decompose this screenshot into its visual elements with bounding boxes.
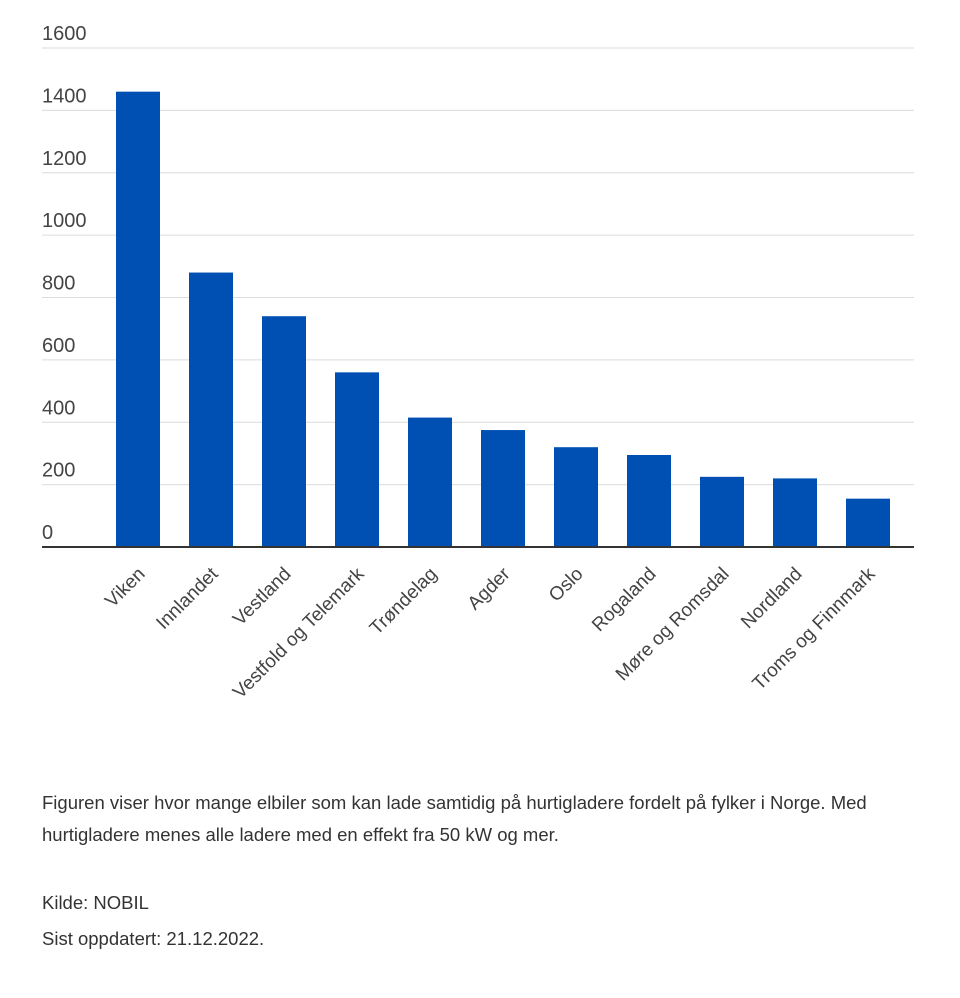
bar-innlandet xyxy=(189,272,233,547)
y-tick-label: 600 xyxy=(42,335,75,357)
bars xyxy=(116,91,890,547)
bar-rogaland xyxy=(627,454,671,547)
bar-troms-og-finnmark xyxy=(846,498,890,547)
chart-last-updated: Sist oppdatert: 21.12.2022. xyxy=(42,928,265,949)
bar-vestfold-og-telemark xyxy=(335,372,379,547)
x-category-label: Trøndelag xyxy=(366,564,442,640)
bar-agder xyxy=(481,430,525,547)
bar-viken xyxy=(116,91,160,547)
bar-oslo xyxy=(554,447,598,547)
x-category-label: Troms og Finnmark xyxy=(749,563,880,694)
y-tick-label: 200 xyxy=(42,460,75,482)
y-tick-label: 800 xyxy=(42,273,75,295)
y-tick-label: 1600 xyxy=(42,23,87,45)
y-tick-label: 400 xyxy=(42,397,75,419)
bar-nordland xyxy=(773,478,817,547)
bar-chart: 0 200 400 600 800 1000 1200 1400 1600 Viken Innla… xyxy=(42,23,914,703)
x-category-label: Innlandet xyxy=(152,563,223,634)
x-category-label: Rogaland xyxy=(588,564,660,636)
y-tick-label: 0 xyxy=(42,522,53,544)
x-category-label: Agder xyxy=(464,563,515,614)
x-category-label: Viken xyxy=(101,564,149,612)
y-tick-label: 1200 xyxy=(42,148,87,170)
x-category-label: Oslo xyxy=(545,564,587,606)
y-tick-label: 1400 xyxy=(42,85,87,107)
y-tick-label: 1000 xyxy=(42,210,87,232)
y-axis-tick-labels: 0 200 400 600 800 1000 1200 1400 1600 xyxy=(42,23,87,544)
x-category-label: Nordland xyxy=(737,564,806,633)
chart-description: Figuren viser hvor mange elbiler som kan… xyxy=(42,792,867,845)
bar-trøndelag xyxy=(408,417,452,547)
x-category-label: Vestland xyxy=(229,564,295,630)
x-category-label: Vestfold og Telemark xyxy=(229,563,369,703)
bar-møre-og-romsdal xyxy=(700,476,744,547)
gridlines xyxy=(42,47,914,486)
chart-source: Kilde: NOBIL xyxy=(42,892,149,913)
bar-vestland xyxy=(262,316,306,547)
